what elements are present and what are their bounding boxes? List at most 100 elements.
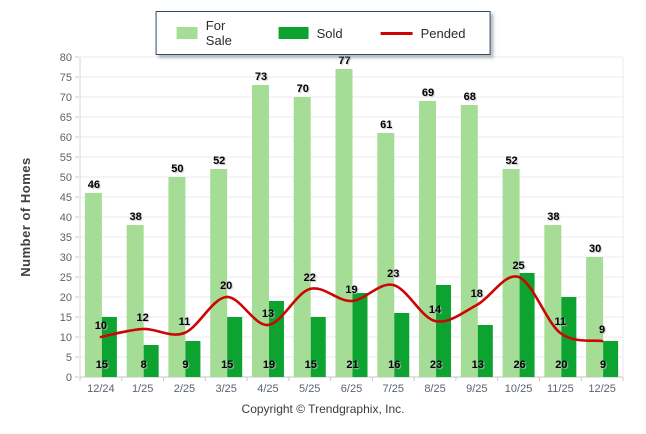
x-axis-label: 12/24 bbox=[87, 383, 115, 395]
for-sale-bar bbox=[210, 169, 228, 377]
for-sale-bar bbox=[335, 69, 353, 377]
for-sale-bar bbox=[251, 85, 269, 377]
sold-value-label: 19 bbox=[263, 359, 275, 371]
for-sale-value-label: 68 bbox=[464, 91, 476, 103]
pended-line bbox=[99, 275, 604, 343]
sold-bar bbox=[227, 317, 243, 377]
y-tick-label: 40 bbox=[60, 212, 72, 224]
sold-bar bbox=[101, 317, 117, 377]
y-tick-label: 80 bbox=[60, 52, 72, 64]
for-sale-value-label: 30 bbox=[589, 243, 601, 255]
for-sale-value-label: 77 bbox=[338, 55, 350, 67]
for-sale-bar bbox=[502, 169, 520, 377]
x-axis-label: 12/25 bbox=[588, 383, 616, 395]
sold-value-label: 9 bbox=[600, 359, 606, 371]
sold-bar bbox=[603, 341, 619, 377]
for-sale-value-label: 70 bbox=[297, 83, 309, 95]
x-axis-label: 11/25 bbox=[547, 383, 574, 395]
pended-value-label: 11 bbox=[179, 316, 191, 328]
x-axis-label: 3/25 bbox=[215, 383, 236, 395]
y-tick-label: 35 bbox=[60, 232, 72, 244]
y-tick-label: 65 bbox=[60, 112, 72, 124]
for-sale-value-label: 50 bbox=[171, 163, 183, 175]
legend-line-swatch bbox=[380, 31, 413, 35]
sold-bar bbox=[352, 293, 368, 377]
y-axis-title: Number of Homes bbox=[18, 157, 33, 276]
pended-value-label: 12 bbox=[137, 312, 149, 324]
y-tick-label: 15 bbox=[60, 312, 72, 324]
x-axis-label: 9/25 bbox=[466, 383, 487, 395]
for-sale-value-label: 61 bbox=[380, 119, 392, 131]
sold-value-label: 26 bbox=[513, 359, 525, 371]
homes-chart: 0 5 10 15 20 25 30 35 40 45 50 55 60 65 70 75 80 Number o… bbox=[18, 52, 624, 395]
pended-value-label: 14 bbox=[429, 304, 442, 316]
x-axis-label: 7/25 bbox=[383, 383, 404, 395]
sold-value-label: 16 bbox=[388, 359, 400, 371]
pended-value-label: 25 bbox=[512, 260, 524, 272]
y-tick-label: 75 bbox=[60, 72, 72, 84]
copyright-text: Copyright © Trendgraphix, Inc. bbox=[241, 402, 405, 416]
pended-value-label: 23 bbox=[387, 268, 399, 280]
sold-value-label: 21 bbox=[346, 359, 358, 371]
pended-value-label: 18 bbox=[471, 288, 483, 300]
x-axis-label: 6/25 bbox=[341, 383, 362, 395]
y-tick-label: 25 bbox=[60, 272, 72, 284]
y-tick-label: 45 bbox=[60, 192, 72, 204]
x-axis-label: 4/25 bbox=[257, 383, 278, 395]
legend-item-label: Pended bbox=[420, 25, 466, 41]
pended-value-label: 20 bbox=[220, 280, 232, 292]
sold-value-label: 15 bbox=[305, 359, 317, 371]
for-sale-value-label: 52 bbox=[505, 155, 517, 167]
legend-item-label: Sold bbox=[316, 25, 343, 41]
legend-item-pended: Pended bbox=[380, 25, 466, 41]
y-tick-label: 20 bbox=[60, 292, 72, 304]
x-axis-label: 5/25 bbox=[299, 383, 320, 395]
sold-value-label: 15 bbox=[96, 359, 108, 371]
sold-bar bbox=[519, 273, 535, 377]
for-sale-bar bbox=[544, 225, 562, 377]
sold-value-label: 20 bbox=[555, 359, 567, 371]
pended-value-label: 10 bbox=[95, 320, 107, 332]
for-sale-value-label: 38 bbox=[547, 211, 559, 223]
y-tick-label: 55 bbox=[60, 152, 72, 164]
pended-value-label: 9 bbox=[599, 324, 605, 336]
pended-value-label: 19 bbox=[345, 284, 357, 296]
y-tick-label: 30 bbox=[60, 252, 72, 264]
pended-value-label: 13 bbox=[262, 308, 274, 320]
for-sale-value-label: 69 bbox=[422, 87, 434, 99]
sold-bar bbox=[436, 285, 452, 377]
sold-bar bbox=[268, 301, 284, 377]
y-tick-label: 10 bbox=[60, 332, 72, 344]
for-sale-bar bbox=[460, 105, 478, 377]
sold-bar bbox=[310, 317, 326, 377]
x-axis-label: 10/25 bbox=[505, 383, 533, 395]
y-tick-label: 0 bbox=[66, 372, 72, 384]
for-sale-bar bbox=[293, 97, 311, 377]
for-sale-value-label: 73 bbox=[255, 71, 267, 83]
sold-value-label: 15 bbox=[221, 359, 233, 371]
sold-value-label: 9 bbox=[182, 359, 188, 371]
sold-value-label: 8 bbox=[141, 359, 147, 371]
x-axis-label: 8/25 bbox=[424, 383, 445, 395]
y-tick-label: 50 bbox=[60, 172, 72, 184]
for-sale-bar bbox=[586, 257, 604, 377]
for-sale-bar bbox=[126, 225, 144, 377]
for-sale-value-label: 52 bbox=[213, 155, 225, 167]
for-sale-bar bbox=[168, 177, 186, 377]
sold-bar bbox=[185, 341, 201, 377]
for-sale-value-label: 38 bbox=[130, 211, 142, 223]
pended-value-label: 11 bbox=[555, 316, 567, 328]
pended-value-label: 22 bbox=[304, 272, 316, 284]
y-tick-label: 5 bbox=[66, 352, 72, 364]
legend-color-swatch bbox=[278, 27, 309, 39]
sold-bar bbox=[394, 313, 410, 377]
y-tick-label: 60 bbox=[60, 132, 72, 144]
sold-bar bbox=[477, 325, 493, 377]
sold-bar bbox=[143, 345, 159, 377]
legend-item-sold: Sold bbox=[278, 25, 343, 41]
for-sale-bar bbox=[419, 101, 437, 377]
x-axis-label: 2/25 bbox=[174, 383, 195, 395]
legend-color-swatch bbox=[176, 27, 198, 39]
for-sale-bar bbox=[377, 133, 395, 377]
y-tick-label: 70 bbox=[60, 92, 72, 104]
